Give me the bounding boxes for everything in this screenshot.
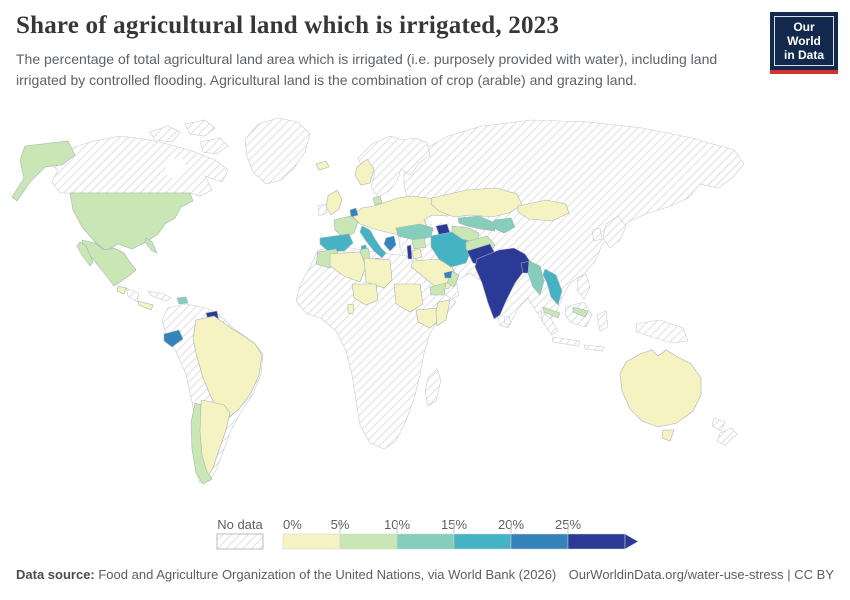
mexico-baja[interactable] <box>76 241 94 267</box>
chart-title: Share of agricultural land which is irri… <box>16 12 560 39</box>
legend-no-data-label: No data <box>217 517 263 532</box>
country-dominican-republic[interactable] <box>176 296 189 305</box>
canada-arctic-island[interactable] <box>184 119 216 137</box>
owid-logo-line2: in Data <box>783 48 824 62</box>
country-algeria[interactable] <box>329 251 367 283</box>
country-chile[interactable] <box>190 402 213 485</box>
country-somalia[interactable] <box>435 299 451 327</box>
datasource-label: Data source: <box>16 567 95 582</box>
legend-tick-0: 0% <box>283 517 302 532</box>
legend-arrow[interactable] <box>624 533 639 550</box>
hudson-bay <box>165 158 188 180</box>
map-legend: No data 0% 5% 10% 15% 20% 25% <box>216 517 639 550</box>
country-sudan[interactable] <box>393 283 424 313</box>
country-cuba[interactable] <box>147 290 172 302</box>
country-norway-south[interactable] <box>354 158 375 186</box>
country-france[interactable] <box>333 215 359 239</box>
legend-bin-0[interactable] <box>282 533 341 550</box>
owid-url-license[interactable]: OurWorldinData.org/water-use-stress | CC… <box>568 567 834 582</box>
country-australia[interactable] <box>619 349 702 428</box>
owid-logo-line1: Our World <box>787 20 821 48</box>
country-uzbekistan[interactable] <box>457 215 496 232</box>
legend-bin-5[interactable] <box>567 533 626 550</box>
country-sri-lanka[interactable] <box>503 315 512 325</box>
indonesia-lesser-sunda[interactable] <box>583 344 605 352</box>
country-iceland[interactable] <box>315 160 330 171</box>
country-denmark[interactable] <box>372 195 383 206</box>
scandinavia-no-data[interactable] <box>357 135 431 198</box>
datasource-text: Food and Agriculture Organization of the… <box>94 567 557 582</box>
country-italy[interactable] <box>359 225 387 259</box>
world-map: No data 0% 5% 10% 15% 20% 25% <box>0 112 850 560</box>
legend-bin-3[interactable] <box>453 533 512 550</box>
legend-bin-4[interactable] <box>510 533 569 550</box>
indonesia-java[interactable] <box>551 336 581 347</box>
legend-bin-2[interactable] <box>396 533 455 550</box>
country-philippines[interactable] <box>576 273 591 300</box>
indonesia-sumatra[interactable] <box>540 310 559 336</box>
choropleth-svg: No data 0% 5% 10% 15% 20% 25% <box>11 117 745 550</box>
country-spain-portugal[interactable] <box>319 233 354 253</box>
country-guatemala[interactable] <box>116 285 127 295</box>
country-new-zealand-north[interactable] <box>711 417 726 432</box>
country-brazil[interactable] <box>192 315 263 419</box>
canada-arctic-island[interactable] <box>149 125 181 143</box>
country-libya[interactable] <box>363 257 393 289</box>
country-ecuador[interactable] <box>163 329 184 348</box>
country-papua-new-guinea[interactable] <box>635 319 689 344</box>
legend-no-data-swatch[interactable] <box>216 533 264 550</box>
country-laos-vietnam[interactable] <box>542 268 563 306</box>
country-mexico[interactable] <box>81 239 137 287</box>
africa-benin-togo[interactable] <box>347 303 355 315</box>
country-greece[interactable] <box>383 235 397 252</box>
canada-arctic-island[interactable] <box>199 137 229 155</box>
country-mongolia[interactable] <box>517 199 570 222</box>
country-uae-qatar[interactable] <box>443 270 453 279</box>
us-florida[interactable] <box>144 237 158 254</box>
indonesia-sulawesi[interactable] <box>596 310 609 332</box>
black-sea <box>426 214 449 224</box>
country-united-kingdom[interactable] <box>325 189 343 216</box>
malaysia-borneo[interactable] <box>572 306 589 318</box>
country-kyrgyzstan-tajikistan[interactable] <box>492 217 516 234</box>
country-niger[interactable] <box>351 283 379 306</box>
country-costa-rica-panama[interactable] <box>137 300 154 311</box>
country-netherlands[interactable] <box>349 207 359 218</box>
country-kazakhstan[interactable] <box>430 187 523 218</box>
country-canada[interactable] <box>47 135 229 197</box>
chart-subtitle: The percentage of total agricultural lan… <box>16 51 718 88</box>
country-syria[interactable] <box>411 237 427 250</box>
country-myanmar[interactable] <box>527 260 545 296</box>
country-madagascar[interactable] <box>424 368 442 407</box>
country-ethiopia[interactable] <box>415 307 443 329</box>
country-alaska-us[interactable] <box>11 140 76 202</box>
chart-header: Share of agricultural land which is irri… <box>16 12 756 91</box>
country-oman[interactable] <box>446 270 460 288</box>
country-malaysia[interactable] <box>542 306 561 319</box>
chart-footer: Data source: Food and Agriculture Organi… <box>16 567 834 582</box>
country-japan[interactable] <box>602 215 627 249</box>
country-jordan[interactable] <box>411 248 423 260</box>
owid-logo-text: Our World in Data <box>774 16 834 66</box>
country-greenland[interactable] <box>244 117 311 185</box>
legend-bin-1[interactable] <box>339 533 398 550</box>
country-korea[interactable] <box>591 227 603 242</box>
country-india[interactable] <box>474 247 532 320</box>
central-america-no-data[interactable] <box>125 287 140 303</box>
datasource-note: Data source: Food and Agriculture Organi… <box>16 567 556 582</box>
country-yemen[interactable] <box>429 282 447 296</box>
owid-logo[interactable]: Our World in Data <box>770 12 838 74</box>
country-israel[interactable] <box>406 244 413 260</box>
country-ireland[interactable] <box>317 203 328 217</box>
australia-tasmania[interactable] <box>661 429 675 442</box>
country-new-zealand-south[interactable] <box>716 427 738 446</box>
